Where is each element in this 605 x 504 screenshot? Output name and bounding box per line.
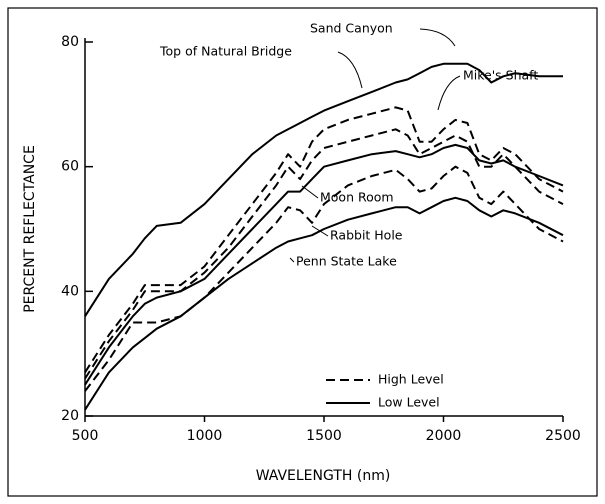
series-annotation: Top of Natural Bridge [159, 44, 292, 59]
series-line [84, 106, 564, 373]
leader [437, 75, 461, 111]
frame [7, 7, 598, 497]
x-tick-label: 2000 [426, 428, 462, 444]
series-annotation: Penn State Lake [296, 254, 397, 269]
series-annotation: Mike's Shaft [463, 68, 538, 83]
x-axis-label: WAVELENGTH (nm) [256, 468, 391, 484]
legend-label: Low Level [378, 395, 440, 410]
y-tick-label: 80 [61, 34, 79, 50]
series-annotation: Rabbit Hole [330, 228, 403, 243]
x-tick-label: 500 [72, 428, 99, 444]
series-line [84, 143, 564, 386]
series-line [84, 165, 564, 392]
legend-label: High Level [378, 372, 444, 387]
x-tick-label: 1000 [187, 428, 223, 444]
y-tick-label: 40 [61, 283, 79, 299]
series-line [84, 196, 564, 411]
y-tick-label: 60 [61, 159, 79, 175]
series-annotation: Moon Room [320, 190, 394, 205]
y-axis-label: PERCENT REFLECTANCE [22, 145, 38, 313]
leader [419, 28, 456, 47]
x-tick-label: 1500 [306, 428, 342, 444]
series-line [84, 128, 564, 380]
y-tick-label: 20 [61, 408, 79, 424]
series-line [84, 62, 563, 317]
series-annotation: Sand Canyon [310, 21, 393, 36]
leader [289, 257, 295, 263]
leader [337, 51, 363, 89]
x-tick-label: 2500 [545, 428, 581, 444]
